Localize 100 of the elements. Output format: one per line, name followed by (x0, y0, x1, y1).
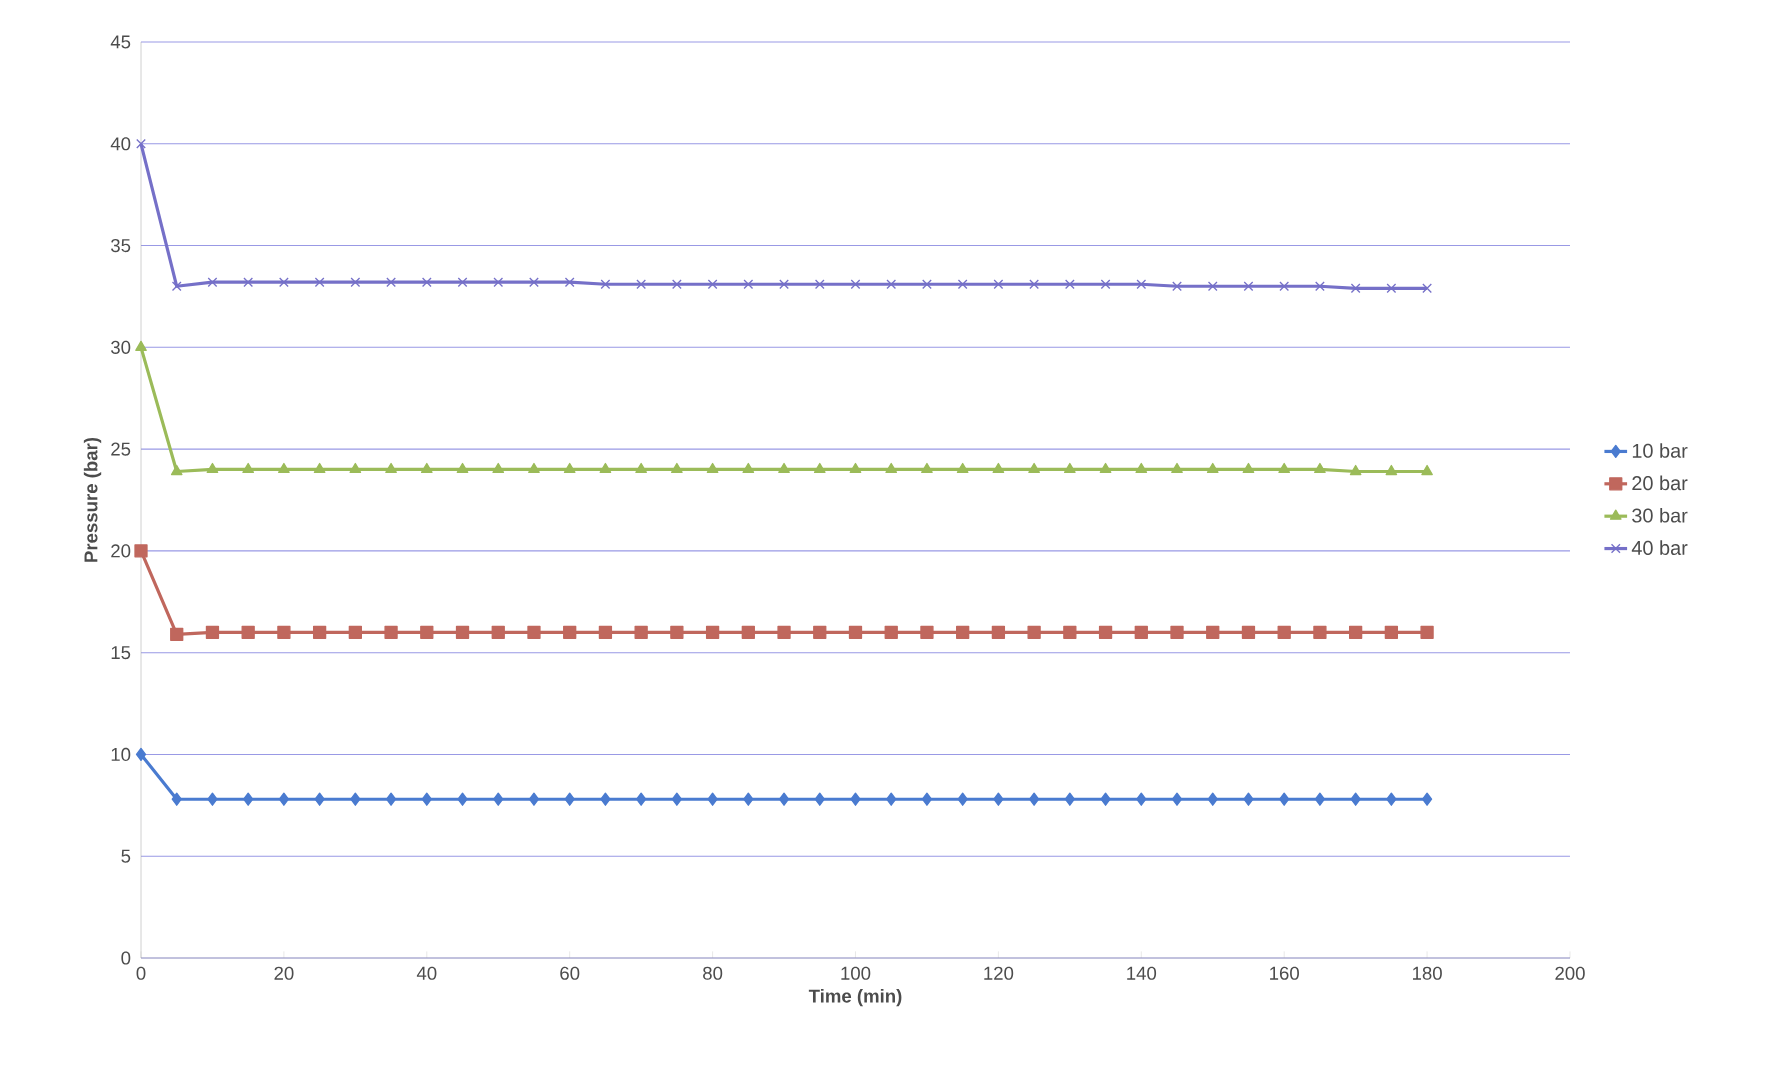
point (1315, 281, 1325, 292)
point (563, 462, 576, 474)
point (1350, 283, 1361, 294)
y-tick-label: 35 (111, 238, 131, 253)
legend-label: 10 bar (1632, 443, 1688, 458)
point (1134, 625, 1148, 639)
point (420, 462, 433, 474)
point (885, 462, 898, 474)
x-tick-label: 20 (274, 966, 294, 980)
point (241, 625, 255, 639)
point (1350, 792, 1361, 806)
x-tick-label: 200 (1555, 966, 1585, 980)
point (743, 792, 754, 806)
point (1098, 625, 1113, 639)
point (1348, 625, 1363, 639)
y-tick-label: 10 (111, 747, 131, 762)
point (813, 625, 827, 639)
x-tick-label: 80 (703, 966, 723, 980)
point (1064, 792, 1075, 806)
x-tick-label: 100 (841, 966, 871, 980)
point (1279, 792, 1290, 806)
legend-label: 40 bar (1631, 540, 1688, 555)
point (705, 625, 720, 639)
point (1063, 625, 1077, 639)
point (671, 279, 682, 290)
point (1027, 625, 1041, 639)
point (956, 625, 970, 639)
y-tick-label: 20 (111, 544, 131, 558)
point (528, 462, 540, 474)
point (171, 281, 182, 292)
point (1206, 462, 1219, 474)
y-tick-label: 45 (110, 35, 131, 49)
point (992, 462, 1005, 474)
point (635, 462, 647, 474)
point (600, 792, 611, 806)
point (957, 279, 968, 290)
point (278, 462, 290, 474)
point (1170, 625, 1184, 639)
point (777, 625, 791, 639)
y-tick-label: 30 (111, 340, 131, 354)
point (384, 625, 398, 639)
point (135, 747, 147, 762)
point (850, 279, 861, 290)
point (421, 792, 432, 806)
point (491, 625, 505, 639)
point (493, 277, 504, 288)
point (991, 625, 1006, 639)
point (1278, 462, 1291, 474)
point (206, 462, 219, 474)
point (1243, 792, 1254, 806)
point (386, 277, 396, 288)
point (278, 792, 290, 806)
point (563, 625, 577, 639)
point (636, 279, 647, 290)
point (742, 462, 755, 474)
point (1277, 625, 1291, 639)
point (779, 279, 789, 290)
point (1207, 281, 1218, 292)
legend-label: 30 bar (1632, 507, 1688, 523)
point (1135, 462, 1148, 474)
point (813, 462, 826, 474)
point (741, 625, 755, 639)
x-axis-title: Time (min) (808, 988, 902, 1007)
point (1385, 464, 1398, 476)
point (670, 625, 684, 639)
point (956, 462, 969, 474)
y-tick-label: 40 (110, 137, 131, 151)
point (1172, 281, 1182, 292)
y-tick-label: 0 (121, 951, 131, 965)
point (243, 277, 254, 288)
point (1064, 462, 1076, 474)
point (1384, 625, 1399, 639)
point (778, 792, 790, 806)
point (170, 464, 183, 476)
point (170, 627, 184, 641)
point (993, 792, 1004, 806)
point (707, 792, 718, 806)
legend-label: 20 bar (1632, 475, 1688, 491)
point (313, 462, 326, 474)
point (1314, 792, 1326, 806)
point (922, 279, 932, 290)
point (564, 792, 575, 806)
point (455, 625, 470, 639)
point (778, 462, 790, 474)
y-tick-label: 25 (111, 442, 131, 456)
point (492, 462, 505, 474)
point (1386, 283, 1397, 294)
point (456, 462, 469, 474)
point (1421, 464, 1433, 476)
point (1028, 462, 1040, 474)
point (135, 340, 147, 351)
point (707, 279, 718, 290)
point (1064, 279, 1075, 290)
point (743, 279, 754, 290)
point (1029, 279, 1040, 290)
point (243, 792, 254, 806)
point (277, 625, 291, 639)
point (1028, 792, 1040, 806)
y-axis-title: Pressure (bar) (83, 437, 102, 562)
point (1171, 462, 1183, 474)
